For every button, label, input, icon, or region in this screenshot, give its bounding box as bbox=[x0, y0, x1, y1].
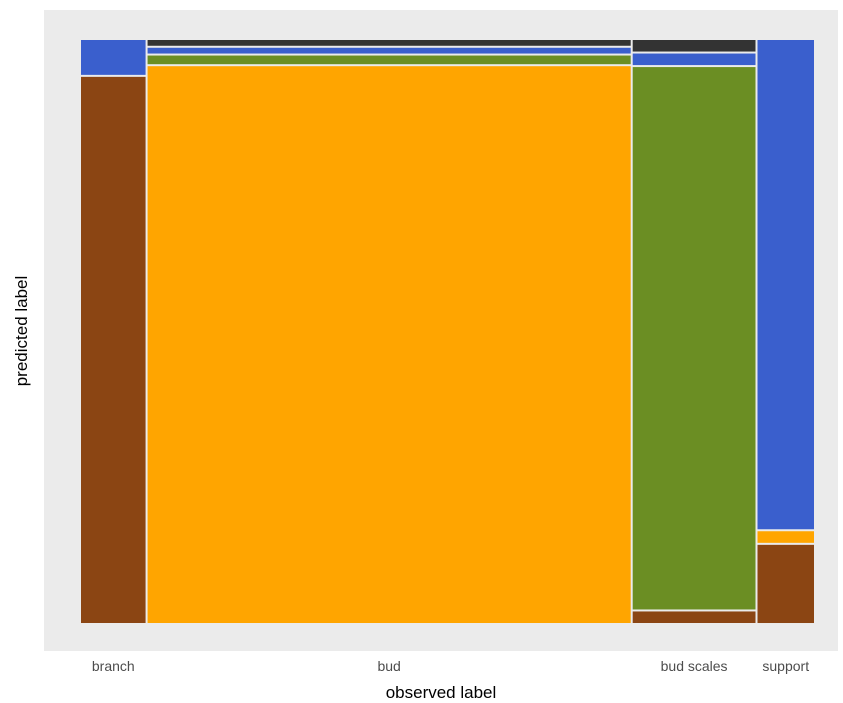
tile-bud-predicted-bud bbox=[147, 66, 631, 623]
tile-support-predicted-bud bbox=[757, 531, 814, 543]
tile-branch-predicted-support bbox=[81, 40, 146, 75]
x-tick-label-bud-scales: bud scales bbox=[661, 658, 728, 674]
tile-bud-scales-predicted-branch bbox=[632, 611, 756, 623]
tile-branch-predicted-branch bbox=[81, 76, 146, 624]
tile-bud-predicted-support bbox=[147, 47, 631, 54]
x-tick-label-branch: branch bbox=[92, 658, 135, 674]
tile-bud-predicted-bud-scales bbox=[147, 55, 631, 65]
tile-support-predicted-branch bbox=[757, 544, 814, 624]
x-tick-label-bud: bud bbox=[377, 658, 400, 674]
tile-bud-scales-predicted-bud-scales bbox=[632, 67, 756, 610]
tile-bud-predicted-other bbox=[147, 40, 631, 46]
tiles-group bbox=[81, 40, 814, 624]
tile-support-predicted-support bbox=[757, 40, 814, 530]
tile-bud-scales-predicted-support bbox=[632, 53, 756, 66]
x-axis-title: observed label bbox=[386, 683, 497, 702]
y-axis-title: predicted label bbox=[12, 276, 31, 387]
tile-bud-scales-predicted-other bbox=[632, 40, 756, 52]
x-tick-label-support: support bbox=[762, 658, 809, 674]
x-tick-labels: branch bud bud scales support bbox=[92, 658, 809, 674]
